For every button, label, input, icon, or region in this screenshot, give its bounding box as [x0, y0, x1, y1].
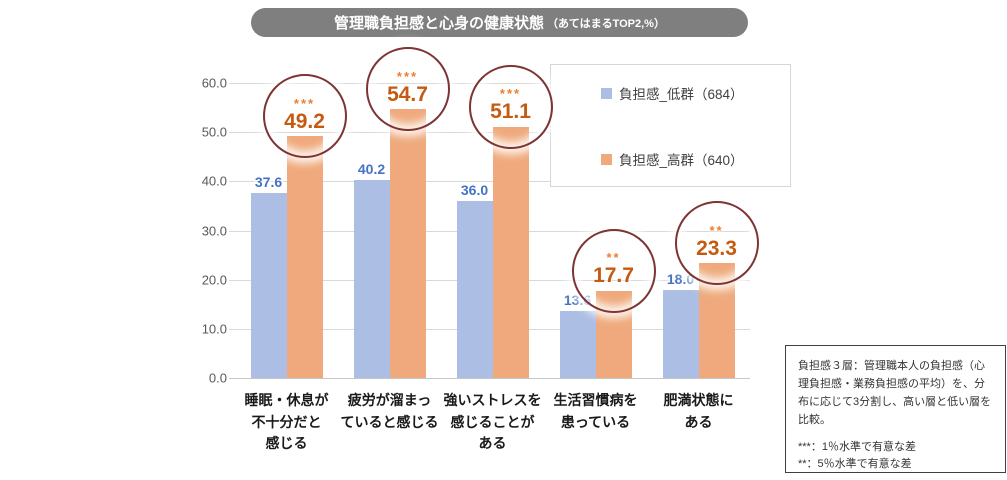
- significance-stars: ***: [499, 86, 522, 102]
- significance-circle: *** 49.2: [262, 74, 347, 159]
- significance-circle: *** 54.7: [365, 47, 450, 132]
- category-label: 強いストレスを 感じることが ある: [443, 392, 542, 452]
- note-body-text: 負担感３層：管理職本人の負担感（心理負担感・業務負担感の平均）を、分布に応じて3…: [798, 360, 992, 427]
- significance-circle: *** 51.1: [468, 64, 553, 149]
- chart-title: 管理職負担感と心身の健康状態 （あてはまるTOP2,%）: [251, 8, 748, 37]
- significance-circle: ** 23.3: [674, 201, 759, 286]
- bar-low-group: [353, 180, 390, 378]
- bar-high-group: [492, 126, 529, 378]
- grid-line: [229, 181, 750, 183]
- chart-title-suffix: （あてはまるTOP2,%）: [547, 17, 665, 30]
- y-axis-tick-label: 30.0: [201, 223, 227, 238]
- legend: 負担感_低群（684） 負担感_高群（640）: [550, 64, 791, 187]
- y-axis-tick-label: 50.0: [201, 124, 227, 140]
- category-label: 疲労が溜まっ ていると感じる: [340, 392, 439, 430]
- chart-title-text: 管理職負担感と心身の健康状態: [334, 15, 545, 32]
- legend-item-low-group: 負担感_低群（684）: [601, 85, 790, 102]
- bar-value-low-label: 36.0: [460, 182, 489, 198]
- legend-label-low: 負担感_低群（684）: [619, 87, 744, 102]
- category-label: 生活習慣病を 患っている: [553, 392, 638, 430]
- grid-line: [229, 378, 750, 379]
- category-label: 睡眠・休息が 不十分だと 感じる: [244, 392, 329, 452]
- note-significance-key: ***：1％水準で有意な差 **：5％水準で有意な差: [798, 440, 916, 471]
- bar-value-high-label: 49.2: [284, 109, 325, 133]
- bar-value-high-label: 17.7: [593, 264, 634, 288]
- bar-value-high-label: 23.3: [696, 236, 737, 260]
- bar-high-group: [286, 136, 323, 378]
- legend-item-high-group: 負担感_高群（640）: [601, 151, 790, 168]
- category-label: 肥満状態に ある: [663, 392, 734, 430]
- y-axis-tick-label: 10.0: [201, 321, 227, 337]
- significance-stars: ***: [293, 95, 316, 111]
- bar-low-group: [559, 311, 596, 378]
- legend-label-high: 負担感_高群（640）: [619, 153, 744, 168]
- significance-circle: ** 17.7: [571, 228, 656, 313]
- bar-value-low-label: 40.2: [357, 161, 386, 178]
- bar-value-low-label: 18.0: [666, 270, 695, 287]
- bar-high-group: [389, 109, 426, 378]
- legend-swatch-high-icon: [601, 153, 612, 165]
- bar-value-low-label: 37.6: [254, 174, 283, 191]
- plot-area: 0.0 10.0 20.0 30.0 40.0 50.0 60.0 37.6 *** 49.2 睡眠…: [202, 47, 759, 451]
- bar-low-group: [662, 289, 699, 378]
- y-axis-tick-label: 20.0: [201, 272, 227, 288]
- legend-swatch-low-icon: [601, 87, 612, 99]
- y-axis-tick-label: 0.0: [208, 370, 227, 386]
- significance-stars: ***: [396, 68, 419, 84]
- significance-stars: **: [606, 250, 621, 266]
- y-axis-tick-label: 40.0: [201, 173, 227, 189]
- bar-low-group: [250, 193, 287, 378]
- bar-value-high-label: 54.7: [387, 82, 428, 106]
- bar-value-high-label: 51.1: [490, 100, 531, 124]
- significance-stars: **: [709, 222, 724, 238]
- note-box: 負担感３層：管理職本人の負担感（心理負担感・業務負担感の平均）を、分布に応じて3…: [785, 345, 1006, 473]
- bar-low-group: [456, 201, 493, 378]
- y-axis-tick-label: 60.0: [201, 75, 227, 91]
